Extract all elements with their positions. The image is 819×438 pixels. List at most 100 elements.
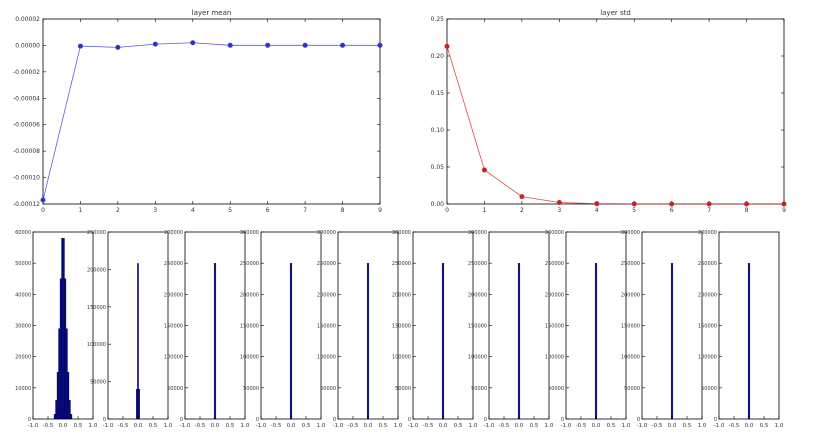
x-tick-label: 1.0	[622, 423, 631, 429]
y-tick-label: 150000	[392, 324, 411, 330]
x-tick-label: 1	[79, 207, 83, 214]
y-tick-label: 0	[180, 417, 183, 423]
x-tick-label: -0.5	[576, 423, 587, 429]
histogram-bar	[53, 414, 56, 420]
x-tick-label: 8	[745, 207, 749, 214]
x-tick-label: 1.0	[698, 423, 707, 429]
y-tick-label: 250000	[317, 261, 336, 267]
histogram-bar	[65, 328, 68, 420]
histogram-9: -1.0 -0.5 0.0 0.5 1.0 300000 250000 200000 15000…	[545, 230, 631, 429]
y-tick-label: 50000	[471, 386, 487, 392]
y-tick-label: 100000	[545, 355, 564, 361]
x-tick-label: 1.0	[394, 423, 403, 429]
y-tick-label: 0.15	[431, 90, 445, 97]
x-tick-label: -1.0	[180, 423, 191, 429]
x-tick-label: 1.0	[469, 423, 478, 429]
y-tick-label: 150000	[317, 324, 336, 330]
x-tick-label: 1	[483, 207, 487, 214]
y-tick-label: 150000	[698, 324, 717, 330]
data-point	[115, 44, 121, 50]
y-tick-label: 0	[28, 417, 31, 423]
histogram-10: -1.0 -0.5 0.0 0.5 1.0 300000 250000 200000 15000…	[621, 230, 707, 429]
y-tick-label: 50000	[395, 386, 411, 392]
y-tick-label: 200000	[468, 292, 487, 298]
histogram-bar	[56, 372, 59, 420]
x-tick-label: 2	[520, 207, 524, 214]
x-tick-label: 1.0	[164, 423, 173, 429]
y-tick-label: 150000	[545, 324, 564, 330]
x-tick-label: 7	[707, 207, 711, 214]
x-tick-label: 2	[116, 207, 120, 214]
plot-frame	[446, 18, 785, 205]
histogram-bar	[138, 388, 140, 420]
x-tick-label: -0.5	[348, 423, 359, 429]
data-point	[556, 200, 562, 206]
y-tick-label: -0.00008	[13, 148, 40, 155]
x-tick-label: 0.0	[745, 423, 754, 429]
x-tick-label: 5	[632, 207, 636, 214]
y-tick-label: 300000	[164, 230, 183, 236]
x-tick-label: 0.5	[607, 423, 616, 429]
plot-0: layer mean 0 1 2 3 4 5 6 7 8 9 0.00002 0.00000 -0.000…	[13, 9, 383, 214]
data-point	[594, 201, 600, 207]
x-tick-label: 0.5	[530, 423, 539, 429]
x-tick-label: -0.5	[499, 423, 510, 429]
y-tick-label: 0	[561, 417, 564, 423]
y-tick-label: 50000	[15, 261, 31, 267]
x-tick-label: 1.0	[317, 423, 326, 429]
y-tick-label: 200000	[545, 292, 564, 298]
histogram-bar	[517, 263, 521, 420]
y-tick-label: 200000	[621, 292, 640, 298]
x-tick-label: 1.0	[89, 423, 98, 429]
x-tick-label: -0.5	[271, 423, 282, 429]
y-tick-label: 30000	[15, 324, 31, 330]
y-tick-label: 0	[714, 417, 717, 423]
y-tick-label: 100000	[317, 355, 336, 361]
x-tick-label: 0.5	[226, 423, 235, 429]
x-tick-label: -0.5	[118, 423, 129, 429]
y-tick-label: 10000	[15, 386, 31, 392]
x-tick-label: 0.0	[592, 423, 601, 429]
y-tick-label: 150000	[164, 324, 183, 330]
y-tick-label: 300000	[698, 230, 717, 236]
plot-title: layer std	[600, 9, 631, 17]
x-tick-label: 0.0	[287, 423, 296, 429]
y-tick-label: 300000	[392, 230, 411, 236]
plot-title: layer mean	[192, 9, 232, 17]
y-tick-label: 100000	[698, 355, 717, 361]
histogram-bar	[67, 372, 70, 420]
y-tick-label: 0.25	[431, 16, 445, 23]
y-tick-label: 50000	[243, 386, 259, 392]
x-tick-label: -0.5	[43, 423, 54, 429]
histogram-bar	[441, 263, 445, 420]
x-tick-label: 0.0	[134, 423, 143, 429]
x-tick-label: 3	[153, 207, 157, 214]
histogram-11: -1.0 -0.5 0.0 0.5 1.0 300000 250000 200000 15000…	[698, 230, 784, 429]
y-tick-label: 0	[637, 417, 640, 423]
histogram-bar	[137, 263, 139, 420]
histogram-bar	[213, 263, 217, 420]
data-point	[152, 41, 158, 47]
x-tick-label: 4	[595, 207, 599, 214]
data-point	[340, 42, 346, 48]
y-tick-label: 60000	[15, 230, 31, 236]
y-tick-label: 0	[333, 417, 336, 423]
y-tick-label: 50000	[548, 386, 564, 392]
x-tick-label: -1.0	[333, 423, 344, 429]
y-tick-label: 0	[484, 417, 487, 423]
histogram-5: -1.0 -0.5 0.0 0.5 1.0 300000 250000 200000 15000…	[240, 230, 326, 429]
x-tick-label: -1.0	[103, 423, 114, 429]
histogram-bar	[58, 328, 61, 420]
x-tick-label: -0.5	[195, 423, 206, 429]
x-tick-label: 0	[41, 207, 45, 214]
y-tick-label: -0.00002	[13, 69, 40, 76]
x-tick-label: 0.5	[302, 423, 311, 429]
histogram-3: -1.0 -0.5 0.0 0.5 1.0 250000 200000 150000 10000…	[87, 230, 173, 429]
series-line	[446, 46, 784, 205]
histogram-bar	[136, 388, 138, 420]
x-tick-label: 1.0	[241, 423, 250, 429]
data-point	[444, 43, 450, 49]
y-tick-label: -0.00010	[13, 175, 40, 182]
data-point	[40, 197, 46, 203]
